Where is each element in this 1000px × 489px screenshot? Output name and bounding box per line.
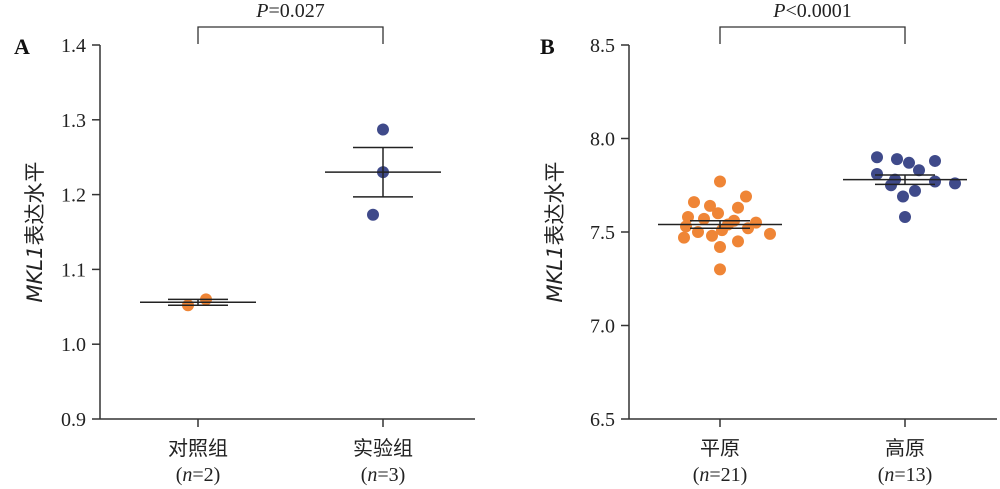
x-n-value: =3: [377, 464, 398, 486]
y-tick-label: 1.2: [61, 185, 86, 207]
data-point: [367, 208, 379, 221]
data-point: [698, 212, 710, 225]
y-axis-label-gene: MKL1: [543, 246, 567, 303]
x-category-label: 实验组: [353, 436, 413, 460]
x-category-label: 平原: [700, 436, 740, 460]
data-point: [714, 175, 726, 188]
y-tick-label: 6.5: [590, 409, 615, 431]
data-point: [929, 154, 941, 167]
data-point: [913, 164, 925, 177]
data-point: [732, 201, 744, 214]
p-value-label: P=0.027: [255, 0, 325, 22]
significance-bracket: [719, 26, 906, 44]
data-point: [871, 151, 883, 164]
data-point: [704, 199, 716, 212]
x-n-value: =21: [709, 464, 740, 486]
data-point: [740, 190, 752, 203]
x-category-label: 高原: [885, 436, 925, 460]
y-tick-label: 1.1: [61, 259, 86, 281]
y-tick-label: 8.0: [590, 129, 615, 151]
y-tick-label: 7.0: [590, 316, 615, 338]
p-value-label: P<0.0001: [772, 0, 852, 22]
data-point: [706, 229, 718, 242]
x-n-label: (n=21): [693, 464, 748, 486]
data-point: [732, 235, 744, 248]
data-point: [764, 227, 776, 240]
y-tick-label: 1.4: [61, 35, 86, 57]
data-point: [929, 175, 941, 188]
p-value-text: =0.027: [268, 0, 324, 22]
y-axis-label-text: 表达水平: [23, 162, 47, 246]
x-category-label: 对照组: [168, 436, 228, 460]
data-point: [377, 123, 389, 136]
x-n-label: (n=2): [176, 464, 221, 486]
panel-label: A: [14, 34, 30, 59]
y-axis-label-gene: MKL1: [23, 246, 47, 303]
x-n-label: (n=3): [361, 464, 406, 486]
data-point: [909, 184, 921, 197]
y-tick-label: 7.5: [590, 222, 615, 244]
data-point: [716, 224, 728, 237]
data-point: [899, 211, 911, 224]
data-point: [714, 240, 726, 253]
data-point: [903, 156, 915, 169]
y-axis-label: MKL1表达水平: [23, 162, 47, 303]
y-axis-label: MKL1表达水平: [543, 162, 567, 303]
y-tick-label: 0.9: [61, 409, 86, 431]
data-point: [885, 179, 897, 192]
data-point: [897, 190, 909, 203]
y-tick-label: 1.3: [61, 110, 86, 132]
x-n-value: =13: [894, 464, 925, 486]
panel-label: B: [540, 34, 555, 59]
data-point: [891, 153, 903, 166]
p-value-text: <0.0001: [785, 0, 851, 22]
significance-bracket: [197, 26, 384, 44]
y-tick-label: 1.0: [61, 334, 86, 356]
data-point: [714, 263, 726, 276]
data-point: [871, 168, 883, 181]
data-point: [678, 231, 690, 244]
x-n-label: (n=13): [878, 464, 933, 486]
y-tick-label: 8.5: [590, 35, 615, 57]
y-axis-label-text: 表达水平: [543, 162, 567, 246]
x-n-value: =2: [192, 464, 213, 486]
data-point: [712, 207, 724, 220]
data-point: [688, 196, 700, 209]
data-point: [680, 220, 692, 233]
